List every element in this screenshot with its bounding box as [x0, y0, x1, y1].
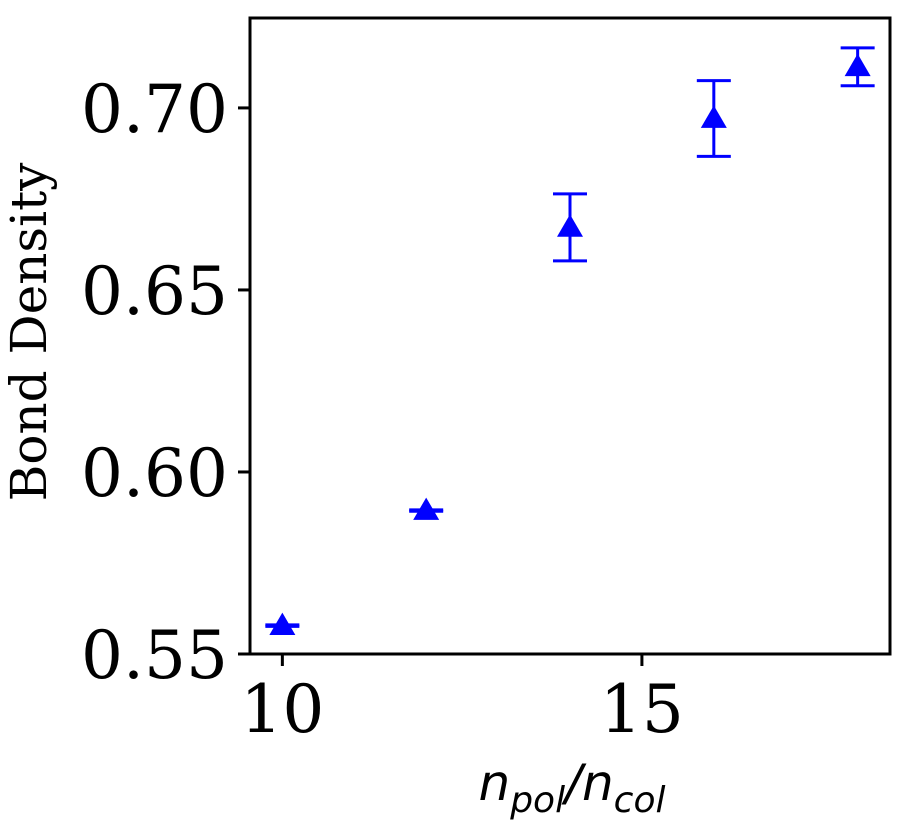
y-tick-label: 0.65	[81, 253, 228, 330]
x-tick-label: 10	[240, 671, 324, 748]
x-axis-label: npol/ncol	[479, 754, 666, 821]
triangle-marker	[700, 105, 727, 128]
y-axis-label: Bond Density	[0, 162, 58, 502]
data-point	[409, 497, 444, 520]
data-point	[840, 46, 875, 88]
triangle-marker	[269, 612, 296, 635]
y-tick-label: 0.70	[81, 71, 228, 148]
x-tick-label: 15	[600, 671, 684, 748]
y-tick-label: 0.60	[81, 435, 228, 512]
x-label-sub1: pol	[509, 780, 565, 821]
plot-frame	[248, 16, 892, 656]
data-point	[265, 612, 300, 635]
data-marks	[265, 46, 875, 635]
triangle-marker	[413, 497, 440, 520]
y-tick-label: 0.55	[81, 617, 228, 694]
x-label-n1: n	[479, 754, 511, 812]
x-label-sub2: col	[614, 780, 666, 821]
axis-ticks: 0.55 0.60 0.65 0.70 10 15	[81, 71, 684, 748]
data-point	[696, 79, 731, 158]
triangle-marker	[557, 214, 583, 237]
triangle-marker	[844, 53, 871, 77]
x-label-n2: n	[582, 754, 614, 812]
data-point	[553, 192, 587, 263]
